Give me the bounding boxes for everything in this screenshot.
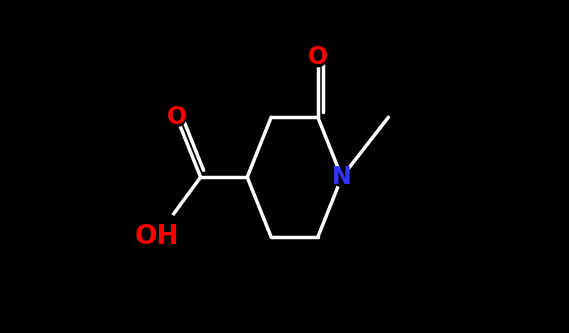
Circle shape <box>167 108 186 127</box>
Circle shape <box>130 210 183 264</box>
Circle shape <box>308 48 327 67</box>
Text: O: O <box>308 45 328 69</box>
Text: N: N <box>332 165 352 189</box>
Circle shape <box>332 168 351 186</box>
Text: OH: OH <box>134 224 179 250</box>
Text: O: O <box>167 105 187 129</box>
